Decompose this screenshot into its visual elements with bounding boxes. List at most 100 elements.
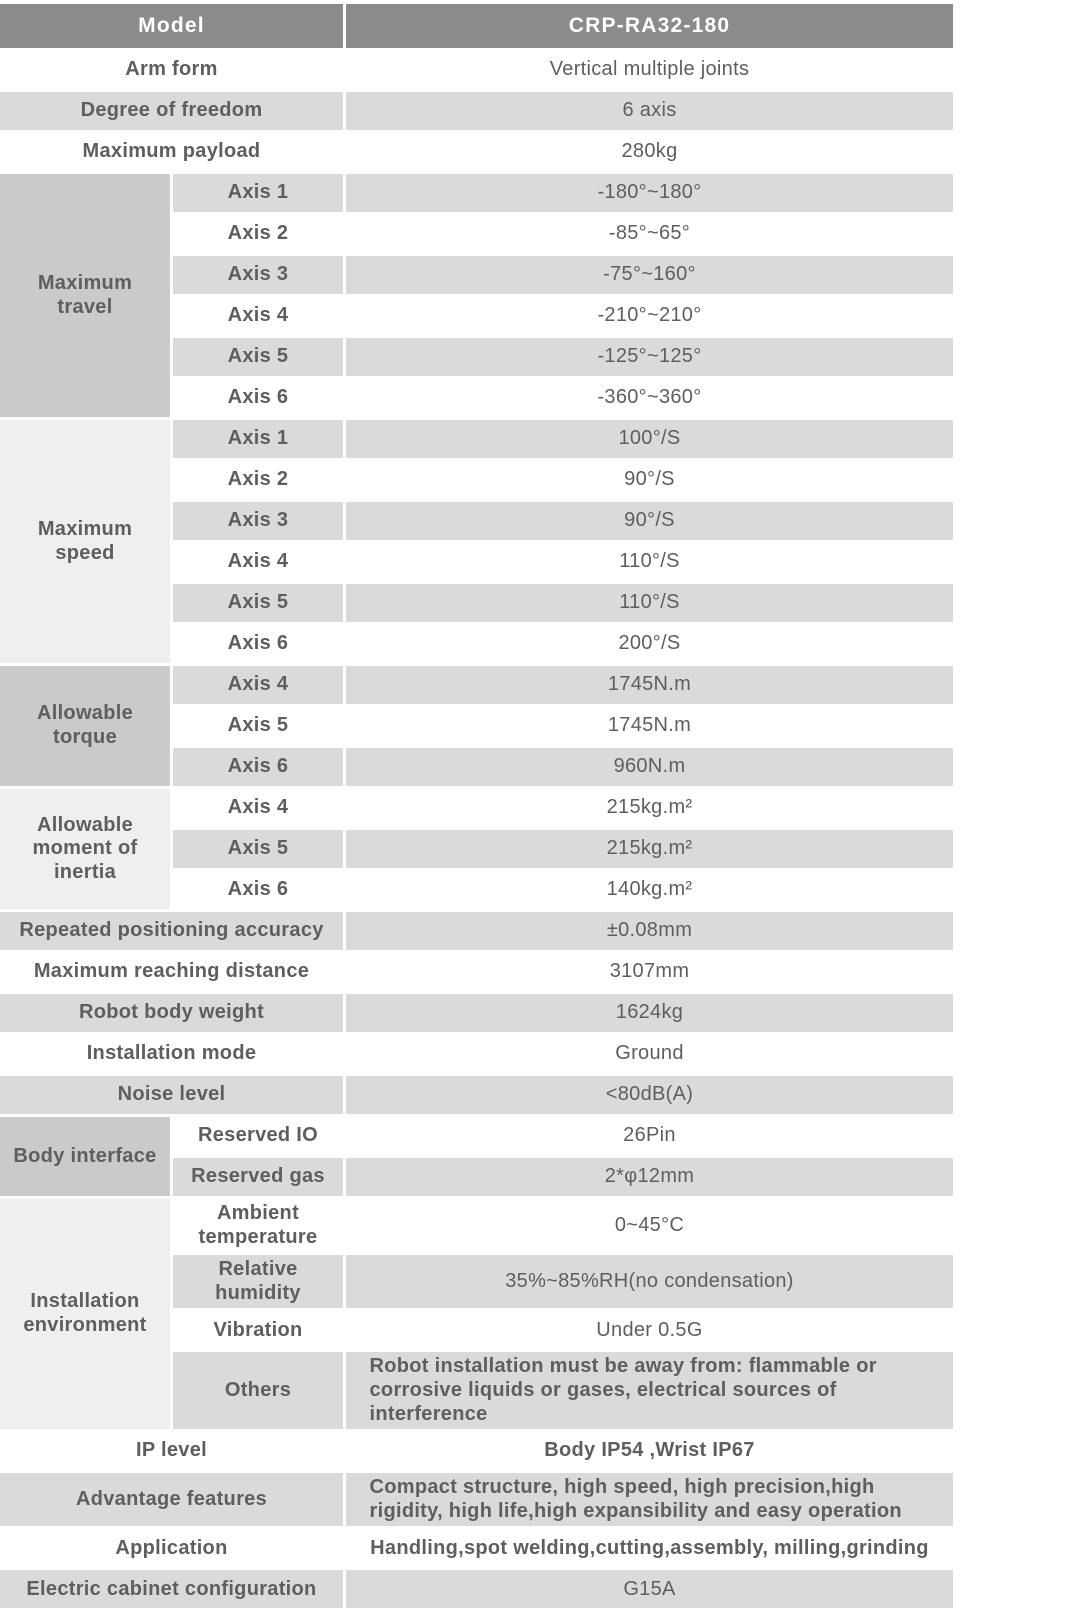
spec-sublabel-cell: Axis 6 (173, 379, 343, 417)
spec-value-cell-text: Compact structure, high speed, high prec… (369, 1476, 902, 1522)
spec-sublabel-cell: Axis 4 (173, 789, 343, 827)
spec-value-cell: -210°~210° (346, 297, 953, 335)
spec-sublabel-cell: Reserved IO (173, 1117, 343, 1155)
spec-section: Arm form Vertical multiple joints (0, 51, 953, 89)
spec-value-cell: 26Pin (346, 1117, 953, 1155)
spec-value-cell: <80dB(A) (346, 1076, 953, 1114)
spec-value-cell: 100°/S (346, 420, 953, 458)
spec-sublabel-cell: Axis 2 (173, 461, 343, 499)
spec-value-cell: -85°~65° (346, 215, 953, 253)
spec-section: Repeated positioning accuracy ±0.08mm (0, 912, 953, 950)
spec-sublabel-cell: Axis 3 (173, 502, 343, 540)
spec-sublabel-cell: Axis 4 (173, 666, 343, 704)
model-label-cell: Model (0, 4, 343, 48)
spec-label-cell: Arm form (0, 51, 343, 89)
spec-value-cell: -180°~180° (346, 174, 953, 212)
spec-label-cell: Degree of freedom (0, 92, 343, 130)
model-value-cell: CRP-RA32-180 (346, 4, 953, 48)
spec-value-cell: 280kg (346, 133, 953, 171)
spec-value-cell-text: Handling,spot welding,cutting,assembly, … (370, 1536, 929, 1559)
spec-sublabel-cell: Vibration (173, 1311, 343, 1350)
group-label-cell: Maximum speed (0, 420, 170, 663)
spec-sublabel-cell: Axis 5 (173, 830, 343, 868)
spec-value-cell: 110°/S (346, 584, 953, 622)
spec-section: Allowable torque Axis 4 1745N.m Axis 5 1745N… (0, 666, 953, 786)
spec-label-cell: Maximum payload (0, 133, 343, 171)
spec-value-cell: Body IP54 ,Wrist IP67 (346, 1432, 953, 1471)
spec-section: Installation environment Ambient temperat… (0, 1199, 953, 1430)
group-label-cell: Body interface (0, 1117, 170, 1196)
spec-sublabel-cell: Axis 5 (173, 707, 343, 745)
spec-value-cell-text: Robot installation must be away from: fl… (369, 1355, 877, 1425)
spec-section: Advantage features Compact structure, hig… (0, 1473, 953, 1527)
spec-section: Degree of freedom 6 axis (0, 92, 953, 130)
spec-value-cell: 3107mm (346, 953, 953, 991)
spec-sublabel-cell: Axis 3 (173, 256, 343, 294)
spec-value-cell: 1745N.m (346, 707, 953, 745)
spec-section: Electric cabinet configuration G15A (0, 1570, 953, 1609)
spec-sublabel-cell: Axis 5 (173, 584, 343, 622)
spec-table: Model CRP-RA32-180 Arm form Vertical multip… (0, 4, 953, 1609)
spec-label-cell: Installation mode (0, 1035, 343, 1073)
spec-label-cell: IP level (0, 1432, 343, 1471)
spec-sublabel-cell: Axis 4 (173, 543, 343, 581)
spec-value-cell: -125°~125° (346, 338, 953, 376)
spec-sublabel-cell: Reserved gas (173, 1158, 343, 1196)
spec-section: IP level Body IP54 ,Wrist IP67 (0, 1432, 953, 1471)
spec-sublabel-cell: Axis 2 (173, 215, 343, 253)
spec-value-cell: Robot installation must be away from: fl… (346, 1352, 953, 1430)
spec-sublabel-cell: Axis 6 (173, 871, 343, 909)
spec-label-cell: Noise level (0, 1076, 343, 1114)
group-label-cell: Installation environment (0, 1199, 170, 1430)
spec-value-cell: ±0.08mm (346, 912, 953, 950)
group-label-cell: Allowable moment of inertia (0, 789, 170, 909)
spec-section: Installation mode Ground (0, 1035, 953, 1073)
spec-value-cell: 960N.m (346, 748, 953, 786)
spec-label-cell: Robot body weight (0, 994, 343, 1032)
spec-value-cell: 215kg.m² (346, 789, 953, 827)
spec-section: Body interface Reserved IO 26Pin Reserved g… (0, 1117, 953, 1196)
spec-value-cell: 90°/S (346, 461, 953, 499)
spec-value-cell: 200°/S (346, 625, 953, 663)
spec-value-cell: Compact structure, high speed, high prec… (346, 1473, 953, 1527)
spec-value-cell: -75°~160° (346, 256, 953, 294)
spec-value-cell: 1624kg (346, 994, 953, 1032)
spec-value-cell: 2*φ12mm (346, 1158, 953, 1196)
group-label-cell: Maximum travel (0, 174, 170, 417)
spec-sublabel-cell: Axis 1 (173, 420, 343, 458)
spec-section: Robot body weight 1624kg (0, 994, 953, 1032)
group-label-cell: Allowable torque (0, 666, 170, 786)
spec-section: Maximum payload 280kg (0, 133, 953, 171)
spec-label-cell: Electric cabinet configuration (0, 1570, 343, 1609)
spec-sublabel-cell: Axis 6 (173, 748, 343, 786)
spec-section: Application Handling,spot welding,cutting… (0, 1529, 953, 1568)
spec-section: Allowable moment of inertia Axis 4 215kg.m… (0, 789, 953, 909)
spec-section: Maximum reaching distance 3107mm (0, 953, 953, 991)
spec-label-cell: Repeated positioning accuracy (0, 912, 343, 950)
spec-label-cell: Advantage features (0, 1473, 343, 1527)
spec-value-cell: -360°~360° (346, 379, 953, 417)
spec-value-cell: Handling,spot welding,cutting,assembly, … (346, 1529, 953, 1568)
spec-value-cell: 1745N.m (346, 666, 953, 704)
spec-section: Noise level <80dB(A) (0, 1076, 953, 1114)
spec-sublabel-cell: Relative humidity (173, 1255, 343, 1309)
model-header-row: Model CRP-RA32-180 (0, 4, 953, 48)
spec-sublabel-cell: Axis 6 (173, 625, 343, 663)
spec-value-cell: Vertical multiple joints (346, 51, 953, 89)
spec-value-cell: 215kg.m² (346, 830, 953, 868)
spec-value-cell: 35%~85%RH(no condensation) (346, 1255, 953, 1309)
spec-value-cell: Ground (346, 1035, 953, 1073)
spec-value-cell: 140kg.m² (346, 871, 953, 909)
spec-section: Maximum speed Axis 1 100°/S Axis 2 90°/S Axis… (0, 420, 953, 663)
spec-sublabel-cell: Axis 5 (173, 338, 343, 376)
spec-label-cell: Application (0, 1529, 343, 1568)
spec-value-cell: 90°/S (346, 502, 953, 540)
spec-value-cell: Under 0.5G (346, 1311, 953, 1350)
spec-value-cell: 110°/S (346, 543, 953, 581)
spec-value-cell: G15A (346, 1570, 953, 1609)
spec-section: Maximum travel Axis 1 -180°~180° Axis 2 -85°… (0, 174, 953, 417)
spec-label-cell: Maximum reaching distance (0, 953, 343, 991)
spec-sublabel-cell: Axis 4 (173, 297, 343, 335)
spec-sublabel-cell: Others (173, 1352, 343, 1430)
